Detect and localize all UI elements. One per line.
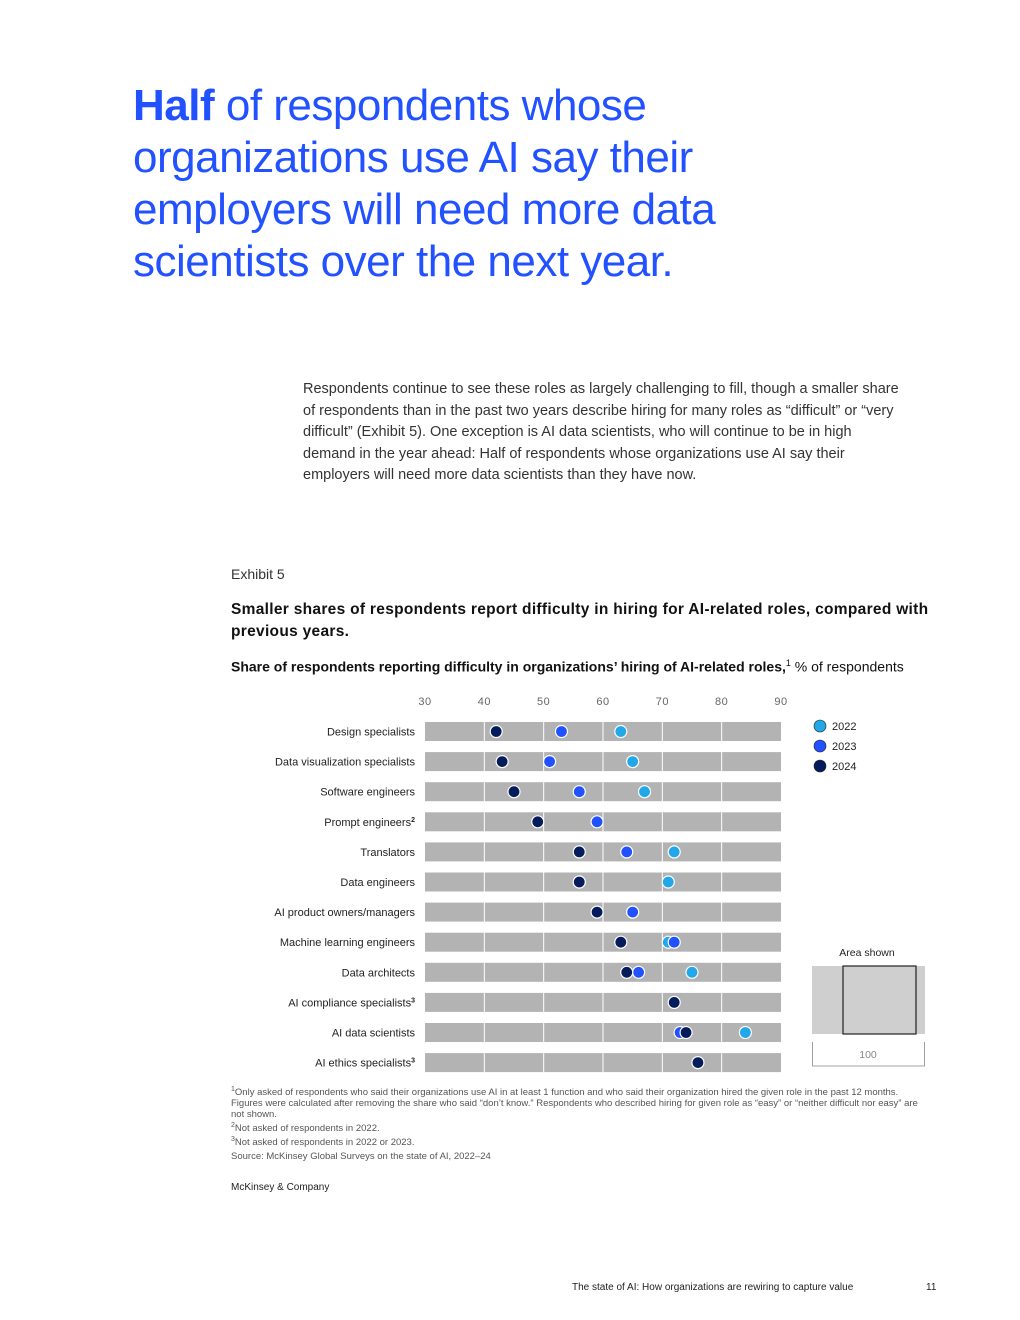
row-label-sup: 2 (411, 817, 415, 824)
data-point-2024 (572, 845, 586, 859)
data-point-2023 (590, 815, 604, 829)
legend-label: 2022 (832, 721, 856, 733)
footnote: 1Only asked of respondents who said thei… (231, 1084, 931, 1120)
x-tick-label: 70 (656, 696, 669, 708)
headline-rest: of respondents whose organizations use A… (133, 81, 716, 286)
legend-label: 2023 (832, 741, 856, 753)
row-label: Software engineers (320, 787, 415, 799)
data-point-2024 (679, 1025, 693, 1040)
row-label: Design specialists (327, 727, 416, 739)
row-label: AI product owners/managers (274, 907, 415, 919)
footnote-text: Only asked of respondents who said their… (231, 1087, 918, 1121)
row-label-text: Data visualization specialists (275, 757, 416, 769)
data-point-2023 (626, 905, 640, 919)
row-label-text: Software engineers (320, 787, 415, 799)
headline-bold: Half (133, 81, 215, 130)
row-label: Data engineers (340, 877, 415, 889)
footnote-text: Not asked of respondents in 2022 or 2023… (234, 1137, 415, 1149)
footnote-text: Not asked of respondents in 2022. (234, 1123, 380, 1135)
row-label-text: AI product owners/managers (274, 907, 415, 919)
data-point-2024 (531, 815, 545, 829)
exhibit-label: Exhibit 5 (231, 566, 285, 582)
legend-marker-2024 (813, 759, 827, 773)
data-point-2022 (626, 754, 640, 769)
x-tick-label: 30 (418, 696, 431, 708)
inset-bracket (812, 1042, 925, 1067)
row-label-text: AI data scientists (332, 1028, 416, 1040)
row-label-text: Data engineers (340, 877, 415, 889)
legend-marker-2023 (813, 739, 827, 753)
row-label: AI compliance specialists3 (288, 997, 415, 1009)
body-paragraph: Respondents continue to see these roles … (303, 381, 899, 483)
legend-marker-2022 (813, 719, 827, 733)
x-tick-label: 60 (596, 696, 609, 708)
row-label-text: Machine learning engineers (280, 937, 416, 949)
inset-title: Area shown (839, 947, 895, 959)
row-label: Machine learning engineers (280, 937, 416, 949)
data-point-2023 (667, 935, 681, 949)
legend-label: 2024 (832, 761, 856, 773)
row-label: Prompt engineers2 (324, 817, 415, 829)
footnote-text: Source: McKinsey Global Surveys on the s… (231, 1151, 491, 1163)
x-tick-label: 50 (537, 696, 550, 708)
data-point-2023 (572, 785, 586, 799)
inset-value: 100 (859, 1049, 877, 1061)
data-point-2024 (590, 905, 604, 919)
chart-subtitle-bold: Share of respondents reporting difficult… (231, 658, 786, 675)
exhibit-title: Smaller shares of respondents report dif… (231, 601, 929, 640)
data-point-2024 (667, 995, 681, 1010)
data-point-2022 (637, 785, 652, 799)
row-label-text: Data architects (342, 967, 416, 979)
data-point-2024 (572, 875, 586, 889)
footnote-marker: 1 (231, 1086, 235, 1093)
row-label: Data architects (342, 967, 416, 979)
inset-shown-area (842, 965, 917, 1035)
chart-subtitle-unit: % of respondents (790, 658, 904, 675)
data-point-2024 (614, 935, 628, 949)
row-label-sup: 3 (411, 1058, 415, 1065)
data-point-2024 (507, 785, 521, 799)
row-label-sup: 3 (411, 997, 415, 1004)
row-label: AI data scientists (332, 1028, 416, 1040)
x-tick-label: 80 (715, 696, 728, 708)
data-point-2024 (495, 754, 509, 769)
running-footer: The state of AI: How organizations are r… (572, 1282, 854, 1293)
chart-subtitle: Share of respondents reporting difficult… (231, 658, 951, 675)
data-point-2023 (542, 754, 557, 769)
row-label-text: AI compliance specialists (288, 997, 411, 1009)
row-label: Translators (360, 847, 415, 859)
row-label-text: Prompt engineers (324, 817, 411, 829)
data-point-2024 (620, 965, 634, 979)
footnotes: 1Only asked of respondents who said thei… (231, 1084, 931, 1163)
footnote-marker: 3 (231, 1136, 235, 1144)
page-number: 11 (926, 1282, 937, 1293)
brand-name: McKinsey & Company (231, 1182, 330, 1193)
data-point-2022 (661, 875, 675, 889)
page-headline: Half of respondents whose organizations … (133, 80, 773, 288)
row-label-text: Translators (360, 847, 415, 859)
row-label: Data visualization specialists (275, 757, 416, 769)
data-point-2022 (614, 724, 628, 739)
x-tick-label: 90 (774, 696, 787, 708)
data-point-2023 (554, 724, 569, 739)
data-point-2022 (738, 1025, 753, 1040)
data-point-2024 (691, 1055, 705, 1070)
footnote: 2Not asked of respondents in 2022. (231, 1120, 931, 1134)
footnote: 3Not asked of respondents in 2022 or 202… (231, 1134, 931, 1148)
data-point-2023 (631, 965, 646, 979)
data-point-2022 (667, 845, 681, 859)
row-label: AI ethics specialists3 (315, 1058, 415, 1070)
data-point-2023 (620, 845, 634, 859)
footnote: Source: McKinsey Global Surveys on the s… (231, 1148, 931, 1163)
row-label-text: AI ethics specialists (315, 1058, 411, 1070)
dot-plot-chart: 30 40 50 60 70 80 90 Design specialists Data vis… (274, 696, 925, 1073)
x-tick-label: 40 (478, 696, 491, 708)
data-point-2022 (685, 965, 699, 979)
data-point-2024 (489, 724, 503, 739)
row-label-text: Design specialists (327, 727, 416, 739)
footnote-marker: 2 (231, 1122, 235, 1130)
chart-subtitle-sup: 1 (785, 658, 791, 668)
